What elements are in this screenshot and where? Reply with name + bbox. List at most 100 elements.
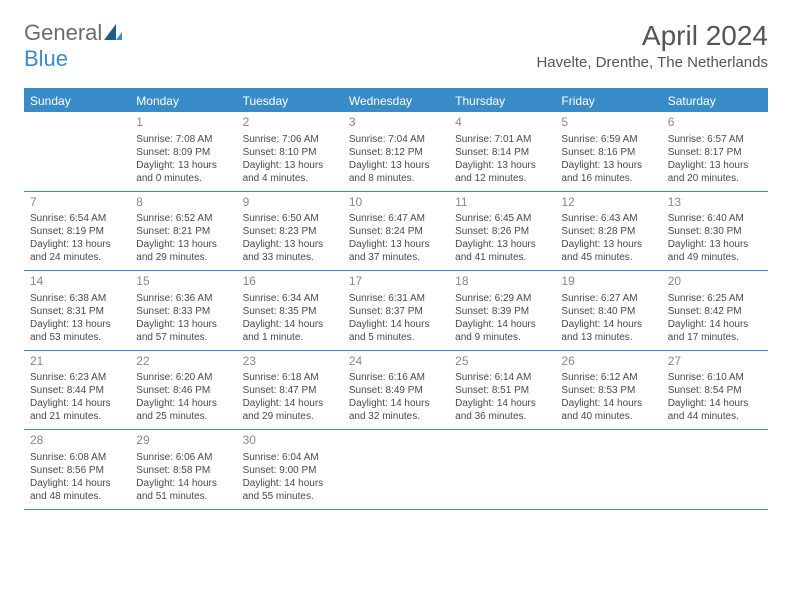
sunrise-text: Sunrise: 7:06 AM (243, 133, 337, 146)
sunset-text: Sunset: 8:58 PM (136, 464, 230, 477)
daylight2-text: and 41 minutes. (455, 251, 549, 264)
sunrise-text: Sunrise: 6:52 AM (136, 212, 230, 225)
daylight2-text: and 51 minutes. (136, 490, 230, 503)
sunset-text: Sunset: 8:49 PM (349, 384, 443, 397)
daylight1-text: Daylight: 13 hours (136, 318, 230, 331)
sunrise-text: Sunrise: 6:50 AM (243, 212, 337, 225)
calendar-cell (449, 430, 555, 509)
calendar-cell: 24Sunrise: 6:16 AMSunset: 8:49 PMDayligh… (343, 351, 449, 430)
sunrise-text: Sunrise: 6:20 AM (136, 371, 230, 384)
calendar-cell: 19Sunrise: 6:27 AMSunset: 8:40 PMDayligh… (555, 271, 661, 350)
daylight1-text: Daylight: 14 hours (349, 397, 443, 410)
daylight2-text: and 12 minutes. (455, 172, 549, 185)
daylight2-text: and 33 minutes. (243, 251, 337, 264)
day-number: 20 (668, 274, 762, 290)
calendar-cell: 2Sunrise: 7:06 AMSunset: 8:10 PMDaylight… (237, 112, 343, 191)
sunset-text: Sunset: 9:00 PM (243, 464, 337, 477)
calendar-cell: 26Sunrise: 6:12 AMSunset: 8:53 PMDayligh… (555, 351, 661, 430)
calendar-cell: 29Sunrise: 6:06 AMSunset: 8:58 PMDayligh… (130, 430, 236, 509)
day-number: 26 (561, 354, 655, 370)
daylight1-text: Daylight: 13 hours (349, 159, 443, 172)
calendar-cell: 7Sunrise: 6:54 AMSunset: 8:19 PMDaylight… (24, 192, 130, 271)
calendar-cell: 16Sunrise: 6:34 AMSunset: 8:35 PMDayligh… (237, 271, 343, 350)
calendar-cell: 22Sunrise: 6:20 AMSunset: 8:46 PMDayligh… (130, 351, 236, 430)
sunset-text: Sunset: 8:28 PM (561, 225, 655, 238)
sunrise-text: Sunrise: 6:36 AM (136, 292, 230, 305)
day-number: 2 (243, 115, 337, 131)
sunset-text: Sunset: 8:31 PM (30, 305, 124, 318)
daylight2-text: and 53 minutes. (30, 331, 124, 344)
day-number: 23 (243, 354, 337, 370)
daylight1-text: Daylight: 14 hours (455, 397, 549, 410)
sunset-text: Sunset: 8:40 PM (561, 305, 655, 318)
week-row: 7Sunrise: 6:54 AMSunset: 8:19 PMDaylight… (24, 192, 768, 272)
day-number: 7 (30, 195, 124, 211)
sunset-text: Sunset: 8:21 PM (136, 225, 230, 238)
daylight2-text: and 4 minutes. (243, 172, 337, 185)
day-header-friday: Friday (555, 90, 661, 112)
daylight2-text: and 36 minutes. (455, 410, 549, 423)
sunset-text: Sunset: 8:17 PM (668, 146, 762, 159)
daylight1-text: Daylight: 14 hours (136, 477, 230, 490)
daylight1-text: Daylight: 13 hours (561, 238, 655, 251)
daylight2-text: and 21 minutes. (30, 410, 124, 423)
daylight2-text: and 44 minutes. (668, 410, 762, 423)
sunrise-text: Sunrise: 6:10 AM (668, 371, 762, 384)
location-text: Havelte, Drenthe, The Netherlands (536, 54, 768, 71)
calendar-cell: 23Sunrise: 6:18 AMSunset: 8:47 PMDayligh… (237, 351, 343, 430)
daylight1-text: Daylight: 14 hours (243, 318, 337, 331)
sunset-text: Sunset: 8:37 PM (349, 305, 443, 318)
sunrise-text: Sunrise: 7:04 AM (349, 133, 443, 146)
daylight2-text: and 25 minutes. (136, 410, 230, 423)
sunset-text: Sunset: 8:54 PM (668, 384, 762, 397)
sunrise-text: Sunrise: 6:04 AM (243, 451, 337, 464)
sunrise-text: Sunrise: 6:31 AM (349, 292, 443, 305)
daylight2-text: and 5 minutes. (349, 331, 443, 344)
day-header-sunday: Sunday (24, 90, 130, 112)
day-number: 29 (136, 433, 230, 449)
sunset-text: Sunset: 8:44 PM (30, 384, 124, 397)
day-header-saturday: Saturday (662, 90, 768, 112)
day-header-monday: Monday (130, 90, 236, 112)
daylight1-text: Daylight: 13 hours (455, 238, 549, 251)
week-row: 1Sunrise: 7:08 AMSunset: 8:09 PMDaylight… (24, 112, 768, 192)
calendar-cell: 10Sunrise: 6:47 AMSunset: 8:24 PMDayligh… (343, 192, 449, 271)
daylight1-text: Daylight: 14 hours (668, 397, 762, 410)
sunrise-text: Sunrise: 6:45 AM (455, 212, 549, 225)
daylight1-text: Daylight: 13 hours (136, 159, 230, 172)
day-number: 8 (136, 195, 230, 211)
calendar-cell: 27Sunrise: 6:10 AMSunset: 8:54 PMDayligh… (662, 351, 768, 430)
calendar-cell: 6Sunrise: 6:57 AMSunset: 8:17 PMDaylight… (662, 112, 768, 191)
day-number: 25 (455, 354, 549, 370)
daylight2-text: and 1 minute. (243, 331, 337, 344)
sunset-text: Sunset: 8:10 PM (243, 146, 337, 159)
sunset-text: Sunset: 8:12 PM (349, 146, 443, 159)
day-number: 22 (136, 354, 230, 370)
sunrise-text: Sunrise: 6:18 AM (243, 371, 337, 384)
day-header-tuesday: Tuesday (237, 90, 343, 112)
sunrise-text: Sunrise: 6:34 AM (243, 292, 337, 305)
daylight1-text: Daylight: 14 hours (668, 318, 762, 331)
daylight2-text: and 0 minutes. (136, 172, 230, 185)
sunset-text: Sunset: 8:42 PM (668, 305, 762, 318)
sunset-text: Sunset: 8:24 PM (349, 225, 443, 238)
sunset-text: Sunset: 8:51 PM (455, 384, 549, 397)
calendar-cell: 18Sunrise: 6:29 AMSunset: 8:39 PMDayligh… (449, 271, 555, 350)
day-number: 18 (455, 274, 549, 290)
daylight2-text: and 20 minutes. (668, 172, 762, 185)
daylight1-text: Daylight: 13 hours (349, 238, 443, 251)
calendar-cell: 28Sunrise: 6:08 AMSunset: 8:56 PMDayligh… (24, 430, 130, 509)
daylight1-text: Daylight: 13 hours (30, 238, 124, 251)
day-number: 9 (243, 195, 337, 211)
day-number: 13 (668, 195, 762, 211)
daylight1-text: Daylight: 13 hours (136, 238, 230, 251)
sunrise-text: Sunrise: 6:08 AM (30, 451, 124, 464)
daylight1-text: Daylight: 13 hours (561, 159, 655, 172)
calendar-cell: 13Sunrise: 6:40 AMSunset: 8:30 PMDayligh… (662, 192, 768, 271)
daylight1-text: Daylight: 14 hours (30, 397, 124, 410)
daylight2-text: and 13 minutes. (561, 331, 655, 344)
sunset-text: Sunset: 8:14 PM (455, 146, 549, 159)
day-number: 4 (455, 115, 549, 131)
sunrise-text: Sunrise: 6:40 AM (668, 212, 762, 225)
day-number: 6 (668, 115, 762, 131)
